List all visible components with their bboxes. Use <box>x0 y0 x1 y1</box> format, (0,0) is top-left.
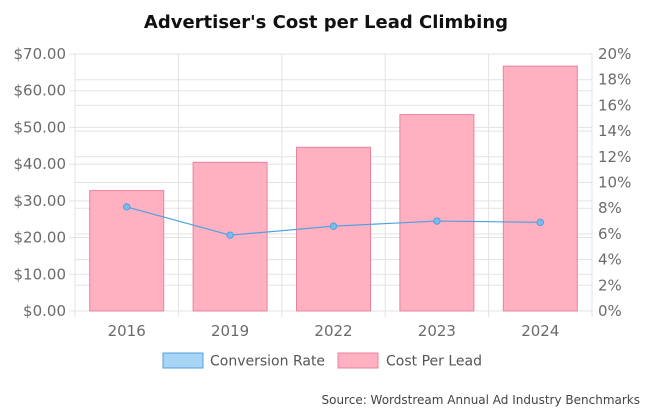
y-left-tick-label: $60.00 <box>14 82 67 100</box>
legend-label-cost-per-lead[interactable]: Cost Per Lead <box>386 354 482 370</box>
y-left-tick-label: $10.00 <box>14 265 67 283</box>
bar-cost-per-lead-2023[interactable] <box>399 114 475 312</box>
legend: Conversion Rate Cost Per Lead <box>162 352 482 370</box>
point-conversion-rate-2024[interactable] <box>536 218 544 227</box>
y-left-tick-label: $0.00 <box>23 302 66 320</box>
x-tick-label: 2019 <box>211 322 249 340</box>
line-layer <box>123 203 544 239</box>
source-note: Source: Wordstream Annual Ad Industry Be… <box>321 393 640 407</box>
y-left-tick-label: $70.00 <box>14 45 67 63</box>
x-tick-label: 2024 <box>521 322 559 340</box>
y-right-tick-label: 0% <box>598 302 622 320</box>
point-conversion-rate-2019[interactable] <box>226 231 234 239</box>
legend-swatch-cost-per-lead[interactable] <box>337 352 379 369</box>
y-right-tick-label: 2% <box>598 276 622 294</box>
legend-label-conversion-rate[interactable]: Conversion Rate <box>210 354 325 370</box>
axis-layer: $0.00 $10.00 $20.00 $30.00 $40.00 $50.00 $60.0… <box>14 45 632 340</box>
y-right-tick-label: 6% <box>598 225 622 243</box>
x-tick-label: 2016 <box>108 322 146 340</box>
y-right-tick-label: 14% <box>598 122 631 140</box>
y-right-tick-label: 10% <box>598 174 631 192</box>
x-tick-label: 2023 <box>418 322 456 340</box>
y-left-tick-label: $40.00 <box>14 155 67 173</box>
y-right-tick-label: 20% <box>598 45 631 63</box>
point-conversion-rate-2022[interactable] <box>329 222 338 230</box>
point-conversion-rate-2016[interactable] <box>123 203 131 211</box>
bar-cost-per-lead-2016[interactable] <box>89 190 165 312</box>
bar-cost-per-lead-2024[interactable] <box>502 65 578 312</box>
x-tick-label: 2022 <box>314 322 352 340</box>
chart-title: Advertiser's Cost per Lead Climbing <box>144 12 508 33</box>
bars-layer <box>89 65 578 312</box>
y-right-tick-label: 4% <box>598 251 622 269</box>
y-right-tick-label: 8% <box>598 199 622 217</box>
y-left-tick-label: $50.00 <box>14 118 67 136</box>
y-right-tick-label: 12% <box>598 148 631 166</box>
y-left-tick-label: $20.00 <box>14 229 67 247</box>
point-conversion-rate-2023[interactable] <box>433 217 441 225</box>
y-left-tick-label: $30.00 <box>14 192 67 210</box>
legend-swatch-conversion-rate[interactable] <box>162 352 204 369</box>
y-right-tick-label: 18% <box>598 71 631 89</box>
y-right-tick-label: 16% <box>598 96 631 114</box>
